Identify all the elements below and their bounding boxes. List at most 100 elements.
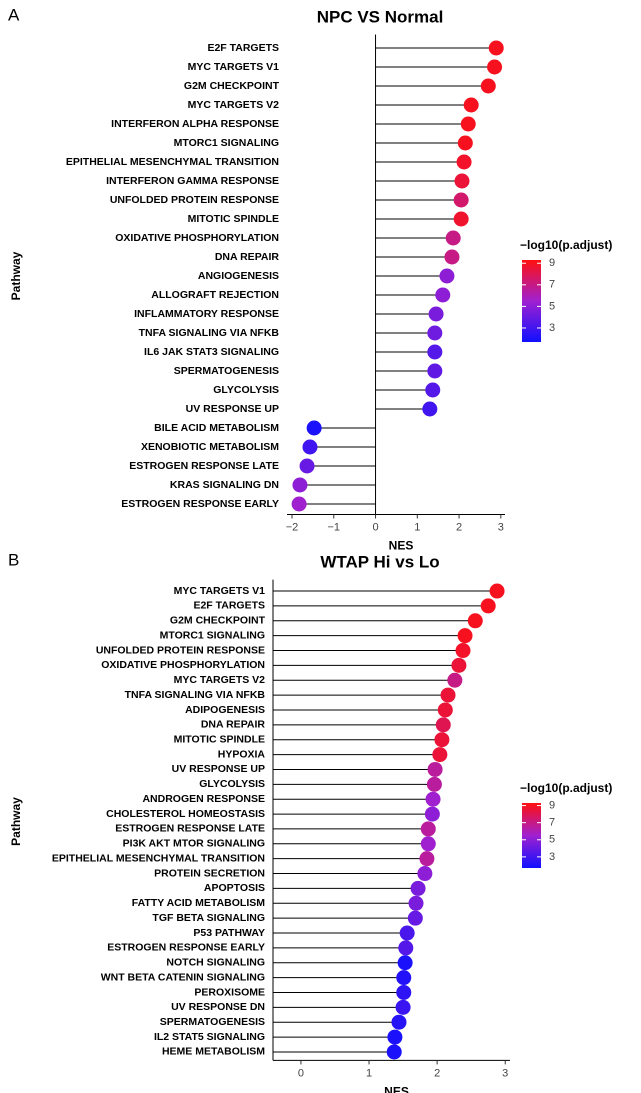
y-tick-label: G2M CHECKPOINT bbox=[170, 615, 266, 627]
y-tick-label: MYC TARGETS V1 bbox=[188, 61, 280, 73]
dot bbox=[399, 925, 415, 941]
dot bbox=[434, 732, 450, 748]
dot bbox=[427, 761, 443, 777]
dot bbox=[408, 895, 424, 911]
dot bbox=[460, 116, 476, 132]
x-tick-label: 1 bbox=[414, 521, 420, 533]
dot bbox=[463, 97, 479, 113]
dot bbox=[437, 702, 453, 718]
x-tick-label: 0 bbox=[298, 1067, 304, 1079]
dot bbox=[454, 173, 470, 189]
y-tick-label: ESTROGEN RESPONSE EARLY bbox=[121, 498, 279, 510]
x-tick-label: 2 bbox=[456, 521, 462, 533]
dot bbox=[457, 135, 473, 151]
colorbar-tick-label: 5 bbox=[549, 300, 555, 312]
colorbar-tick-label: 3 bbox=[549, 851, 555, 863]
dot bbox=[455, 643, 471, 659]
y-tick-label: IL2 STAT5 SIGNALING bbox=[154, 1031, 265, 1043]
dot bbox=[425, 382, 441, 398]
y-tick-label: TNFA SIGNALING VIA NFKB bbox=[139, 327, 280, 339]
dot bbox=[396, 984, 412, 1000]
panel-label: A bbox=[8, 5, 20, 24]
y-tick-label: ADIPOGENESIS bbox=[185, 704, 265, 716]
dot bbox=[420, 821, 436, 837]
y-tick-label: TNFA SIGNALING VIA NFKB bbox=[125, 689, 266, 701]
y-tick-label: INTERFERON ALPHA RESPONSE bbox=[111, 118, 279, 130]
dot bbox=[440, 687, 456, 703]
dot bbox=[480, 78, 496, 94]
dot bbox=[391, 1014, 407, 1030]
dot bbox=[451, 657, 467, 673]
y-tick-label: SPERMATOGENESIS bbox=[174, 365, 279, 377]
y-tick-label: BILE ACID METABOLISM bbox=[154, 422, 279, 434]
dot bbox=[302, 439, 318, 455]
colorbar-tick-label: 9 bbox=[549, 799, 555, 811]
y-tick-label: XENOBIOTIC METABOLISM bbox=[141, 441, 279, 453]
dot bbox=[410, 880, 426, 896]
y-tick-label: PI3K AKT MTOR SIGNALING bbox=[123, 838, 265, 850]
y-tick-label: UNFOLDED PROTEIN RESPONSE bbox=[110, 194, 279, 206]
y-tick-label: ESTROGEN RESPONSE LATE bbox=[129, 460, 279, 472]
x-axis-label: NES bbox=[389, 539, 414, 553]
y-tick-label: E2F TARGETS bbox=[207, 42, 279, 54]
x-tick-label: −1 bbox=[328, 521, 341, 533]
y-tick-label: UV RESPONSE UP bbox=[172, 763, 265, 775]
colorbar-tick-label: 7 bbox=[549, 817, 555, 829]
colorbar bbox=[522, 803, 541, 868]
colorbar bbox=[522, 260, 541, 342]
y-tick-label: MTORC1 SIGNALING bbox=[160, 629, 265, 641]
dot bbox=[422, 401, 438, 417]
y-tick-label: INTERFERON GAMMA RESPONSE bbox=[106, 175, 279, 187]
dot bbox=[407, 910, 423, 926]
y-tick-label: TGF BETA SIGNALING bbox=[152, 912, 265, 924]
y-tick-label: ANDROGEN RESPONSE bbox=[142, 793, 265, 805]
dot bbox=[432, 747, 448, 763]
dot bbox=[299, 458, 315, 474]
colorbar-tick-label: 5 bbox=[549, 834, 555, 846]
dot bbox=[428, 306, 444, 322]
dot bbox=[489, 583, 505, 599]
y-tick-label: INFLAMMATORY RESPONSE bbox=[134, 308, 279, 320]
colorbar-title: −log10(p.adjust) bbox=[520, 238, 612, 252]
dot bbox=[419, 851, 435, 867]
dot bbox=[444, 249, 460, 265]
dot bbox=[386, 1044, 402, 1060]
y-tick-label: KRAS SIGNALING DN bbox=[170, 479, 279, 491]
y-tick-label: FATTY ACID METABOLISM bbox=[132, 897, 265, 909]
y-tick-label: MYC TARGETS V2 bbox=[188, 99, 280, 111]
y-tick-label: APOPTOSIS bbox=[204, 882, 265, 894]
y-tick-label: GLYCOLYSIS bbox=[199, 778, 265, 790]
chart-title: NPC VS Normal bbox=[317, 7, 444, 26]
y-tick-label: MTORC1 SIGNALING bbox=[174, 137, 279, 149]
dot bbox=[426, 776, 442, 792]
y-tick-label: ALLOGRAFT REJECTION bbox=[151, 289, 279, 301]
dot bbox=[427, 363, 443, 379]
y-tick-label: OXIDATIVE PHOSPHORYLATION bbox=[101, 659, 265, 671]
dot bbox=[487, 59, 503, 75]
y-tick-label: WNT BETA CATENIN SIGNALING bbox=[101, 971, 265, 983]
y-tick-label: UNFOLDED PROTEIN RESPONSE bbox=[96, 644, 265, 656]
y-tick-label: HYPOXIA bbox=[218, 748, 266, 760]
y-tick-label: G2M CHECKPOINT bbox=[184, 80, 280, 92]
y-tick-label: MYC TARGETS V1 bbox=[174, 585, 266, 597]
y-tick-label: MITOTIC SPINDLE bbox=[174, 734, 265, 746]
x-tick-label: 3 bbox=[502, 1067, 508, 1079]
dot bbox=[457, 628, 473, 644]
x-tick-label: 0 bbox=[372, 521, 378, 533]
y-tick-label: UV RESPONSE UP bbox=[186, 403, 279, 415]
y-tick-label: SPERMATOGENESIS bbox=[160, 1016, 265, 1028]
dot bbox=[306, 420, 322, 436]
y-tick-label: UV RESPONSE DN bbox=[171, 1001, 265, 1013]
dot bbox=[427, 325, 443, 341]
dot bbox=[425, 791, 441, 807]
colorbar-tick-label: 3 bbox=[549, 322, 555, 334]
dot bbox=[453, 211, 469, 227]
y-axis-label: Pathway bbox=[9, 251, 23, 300]
dot bbox=[417, 866, 433, 882]
dot bbox=[447, 672, 463, 688]
dot bbox=[467, 613, 483, 629]
dot bbox=[453, 192, 469, 208]
colorbar-title: −log10(p.adjust) bbox=[520, 781, 612, 795]
y-tick-label: E2F TARGETS bbox=[193, 600, 265, 612]
